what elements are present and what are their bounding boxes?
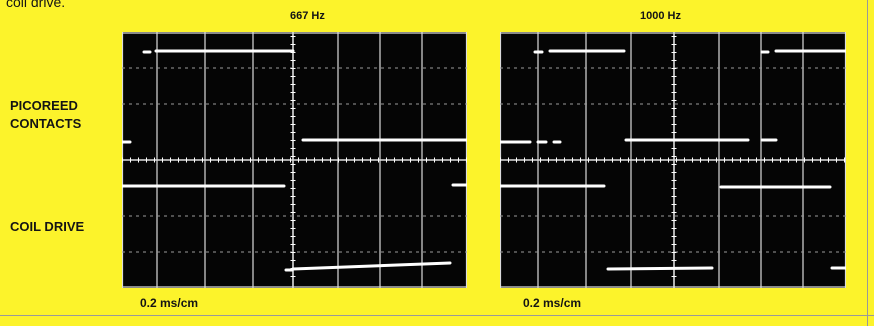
traces-1000hz (500, 49, 846, 271)
scope-graticule-1000hz (500, 32, 846, 288)
scope-right-timebase: 0.2 ms/cm (523, 296, 582, 310)
caption-fragment: coil drive. (6, 0, 66, 10)
scope-graticule-667hz (122, 32, 467, 288)
coil-drive-label: COIL DRIVE (10, 219, 85, 234)
traces-667hz (122, 49, 467, 272)
page-edge-right (867, 0, 868, 326)
scope-screen-667hz (122, 32, 467, 288)
scope-screen-1000hz (500, 32, 846, 288)
scope-left-timebase: 0.2 ms/cm (140, 296, 199, 310)
contacts-label-line1: PICOREED (10, 98, 78, 113)
contacts-label-line2: CONTACTS (10, 116, 82, 131)
scope-right-frequency: 1000 Hz (640, 10, 681, 22)
page-edge-bottom (0, 315, 874, 316)
scope-left-frequency: 667 Hz (290, 10, 325, 22)
contacts-label: PICOREED CONTACTS (10, 97, 81, 133)
